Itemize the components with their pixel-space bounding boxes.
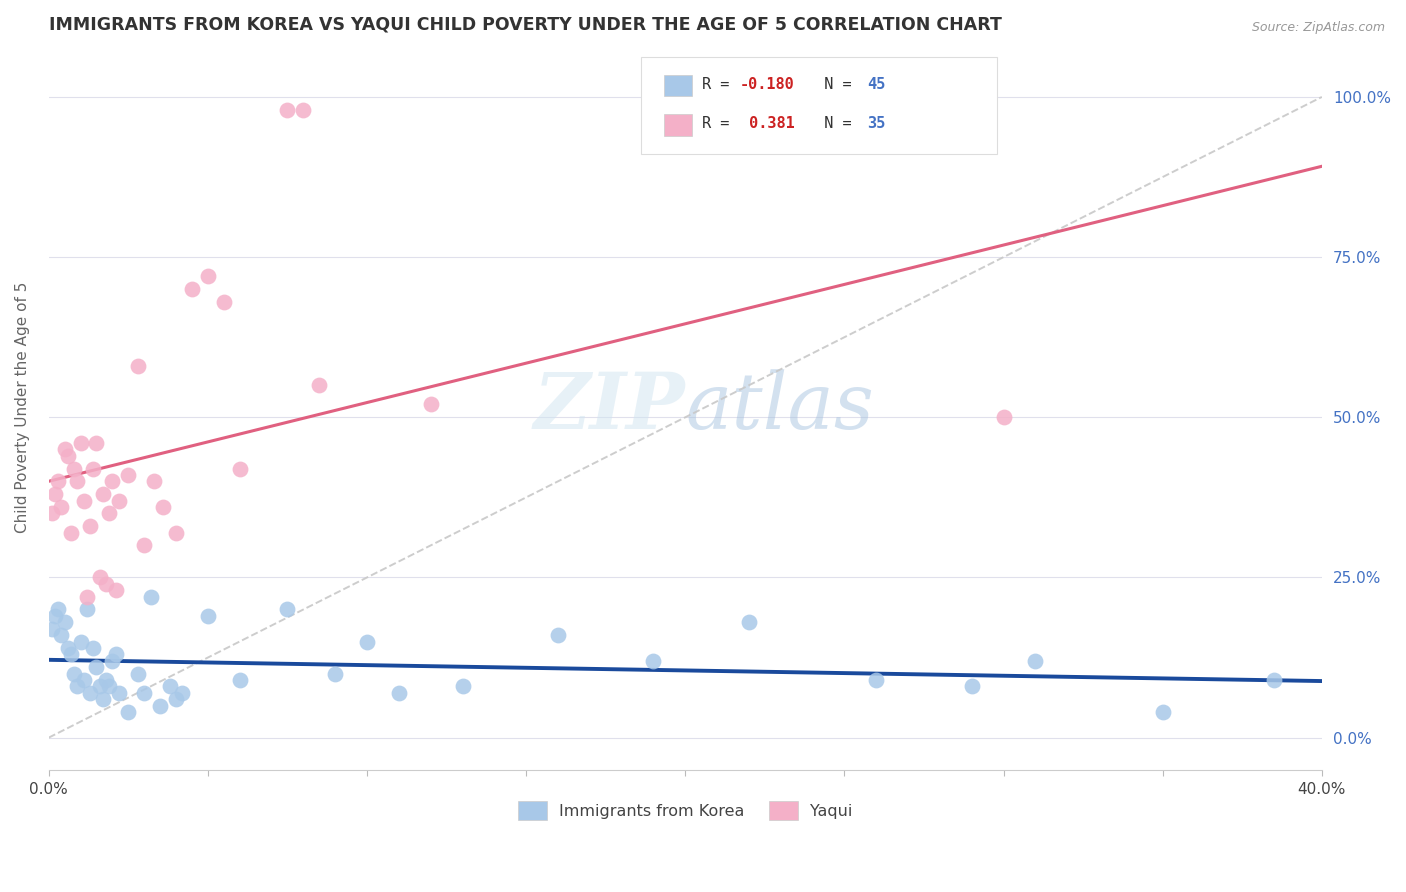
Point [152, 500, 174, 514]
Point [159, 679, 181, 693]
Point [134, 686, 156, 700]
Point [98, 679, 121, 693]
Point [276, 103, 298, 117]
Point [41, 622, 63, 636]
Point [94, 577, 117, 591]
Point [738, 615, 761, 630]
Text: atlas: atlas [685, 369, 875, 446]
Point [44, 487, 66, 501]
Point [63, 461, 86, 475]
Point [86, 660, 108, 674]
Text: R =: R = [702, 116, 738, 131]
Point [94, 673, 117, 687]
Point [56, 640, 79, 655]
Point [1024, 654, 1046, 668]
Point [91, 487, 114, 501]
Point [63, 666, 86, 681]
Point [53, 442, 76, 457]
Point [197, 269, 219, 284]
Point [69, 634, 91, 648]
Text: 45: 45 [868, 77, 886, 92]
Point [547, 628, 569, 642]
Point [44, 608, 66, 623]
Point [960, 679, 983, 693]
Point [73, 493, 96, 508]
Point [134, 538, 156, 552]
Point [60, 648, 83, 662]
Point [82, 640, 104, 655]
Bar [664, 114, 692, 136]
Point [46, 602, 69, 616]
Point [865, 673, 887, 687]
Point [323, 666, 346, 681]
Text: R =: R = [702, 77, 738, 92]
Point [89, 570, 111, 584]
Point [308, 378, 330, 392]
Point [66, 679, 89, 693]
Point [104, 583, 127, 598]
Legend: Immigrants from Korea, Yaqui: Immigrants from Korea, Yaqui [512, 795, 859, 827]
Bar [664, 75, 692, 96]
Point [56, 449, 79, 463]
Text: 0.381: 0.381 [740, 116, 794, 131]
Point [86, 436, 108, 450]
Text: Source: ZipAtlas.com: Source: ZipAtlas.com [1251, 21, 1385, 34]
Text: IMMIGRANTS FROM KOREA VS YAQUI CHILD POVERTY UNDER THE AGE OF 5 CORRELATION CHAR: IMMIGRANTS FROM KOREA VS YAQUI CHILD POV… [49, 15, 1001, 33]
Point [142, 475, 165, 489]
Text: ZIP: ZIP [534, 369, 685, 446]
Point [292, 103, 315, 117]
Point [165, 525, 187, 540]
Point [643, 654, 665, 668]
Point [388, 686, 411, 700]
Point [165, 692, 187, 706]
Point [53, 615, 76, 630]
Point [79, 686, 101, 700]
Point [41, 507, 63, 521]
Point [197, 608, 219, 623]
Point [117, 467, 139, 482]
Point [60, 525, 83, 540]
Point [51, 628, 73, 642]
Point [212, 295, 235, 310]
Point [46, 475, 69, 489]
Point [1263, 673, 1285, 687]
Point [69, 436, 91, 450]
Point [66, 475, 89, 489]
Point [172, 686, 194, 700]
Point [104, 648, 127, 662]
Point [993, 410, 1015, 425]
Point [149, 698, 172, 713]
Point [98, 507, 121, 521]
Point [73, 673, 96, 687]
Point [91, 692, 114, 706]
Y-axis label: Child Poverty Under the Age of 5: Child Poverty Under the Age of 5 [15, 282, 30, 533]
Point [127, 359, 149, 373]
Point [356, 634, 378, 648]
Point [127, 666, 149, 681]
Point [82, 461, 104, 475]
Point [139, 590, 162, 604]
Text: 35: 35 [868, 116, 886, 131]
Point [117, 705, 139, 719]
Point [107, 686, 129, 700]
Point [51, 500, 73, 514]
Point [107, 493, 129, 508]
Point [76, 602, 98, 616]
Point [451, 679, 474, 693]
Point [101, 475, 124, 489]
Point [419, 397, 441, 411]
Point [228, 673, 250, 687]
Text: N =: N = [806, 77, 860, 92]
Point [89, 679, 111, 693]
Point [228, 461, 250, 475]
Point [276, 602, 298, 616]
Point [101, 654, 124, 668]
Text: N =: N = [806, 116, 860, 131]
FancyBboxPatch shape [641, 56, 997, 154]
Point [79, 519, 101, 533]
Point [1152, 705, 1174, 719]
Text: -0.180: -0.180 [740, 77, 794, 92]
Point [181, 282, 204, 296]
Point [76, 590, 98, 604]
